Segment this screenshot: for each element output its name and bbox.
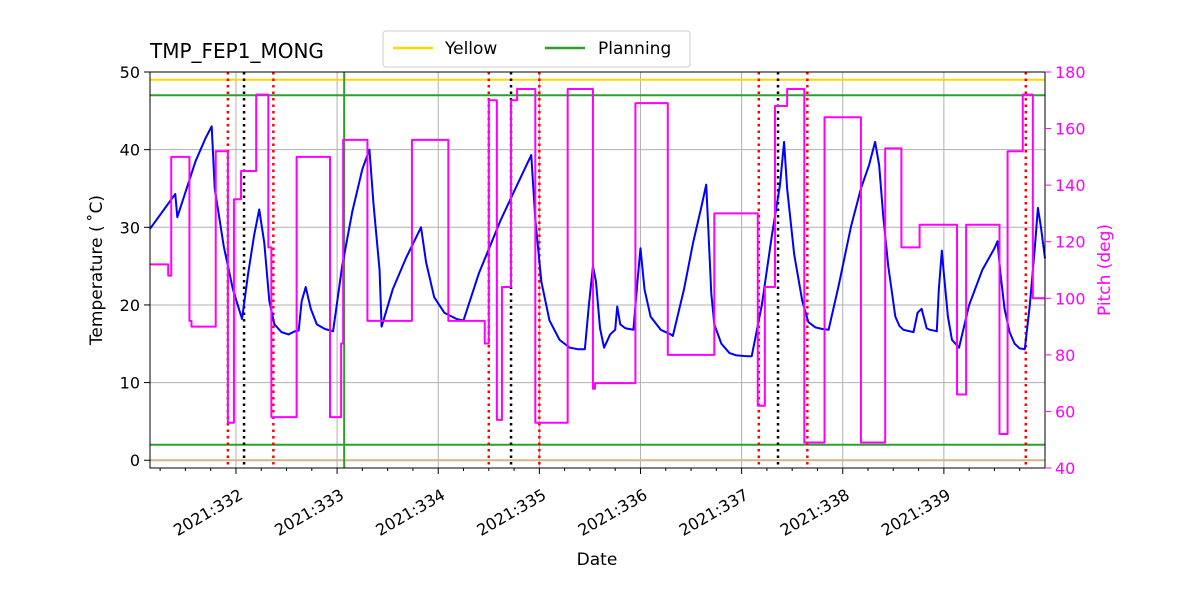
x-tick-label: 2021:332: [170, 485, 246, 540]
y2-axis-label: Pitch (deg): [1095, 224, 1115, 316]
x-tick-label: 2021:336: [575, 485, 651, 540]
y2-tick-label: 80: [1055, 346, 1075, 365]
y2-tick-label: 100: [1055, 289, 1086, 308]
threshold-lines: [150, 78, 1045, 462]
plot-frame: [149, 71, 1046, 469]
y-tick-label: 0: [130, 451, 140, 470]
y-axis-label: Temperature ( ˚C): [86, 195, 107, 346]
y-tick-label: 50: [120, 63, 140, 82]
y2-tick-label: 160: [1055, 120, 1086, 139]
y-tick-label: 10: [120, 374, 140, 393]
x-axis-ticks: 2021:332 2021:333 2021:334 2021:335 2021:336…: [159, 468, 1021, 540]
legend: Yellow Planning: [382, 30, 691, 68]
legend-label-yellow: Yellow: [444, 39, 497, 59]
series-temperature-line: [149, 125, 1046, 358]
x-tick-label: 2021:335: [473, 485, 549, 540]
y-tick-label: 30: [120, 218, 140, 237]
legend-label-planning: Planning: [598, 39, 671, 59]
y-axis-ticks: 0 10 20 30 40 50: [120, 63, 150, 470]
y2-tick-label: 140: [1055, 176, 1086, 195]
y2-tick-label: 60: [1055, 402, 1075, 421]
chart-title: TMP_FEP1_MONG: [149, 39, 324, 63]
series-group: [149, 87, 1046, 444]
x-tick-label: 2021:339: [878, 485, 954, 540]
x-axis-label: Date: [577, 550, 618, 570]
grid-lines: [150, 71, 1045, 468]
event-lines: [226, 72, 1028, 468]
y-tick-label: 40: [120, 141, 140, 160]
y2-tick-label: 180: [1055, 63, 1086, 82]
x-tick-label: 2021:334: [372, 485, 448, 540]
y2-tick-label: 120: [1055, 233, 1086, 252]
y-tick-label: 20: [120, 296, 140, 315]
y2-axis-ticks: 40 60 80 100 120 140 160 180: [1045, 63, 1086, 478]
series-pitch-line: [150, 87, 1045, 444]
x-tick-label: 2021:333: [271, 485, 347, 540]
x-tick-label: 2021:337: [676, 485, 752, 540]
x-tick-label: 2021:338: [777, 485, 853, 540]
legend-box: [382, 30, 691, 68]
y2-tick-label: 40: [1055, 459, 1075, 478]
